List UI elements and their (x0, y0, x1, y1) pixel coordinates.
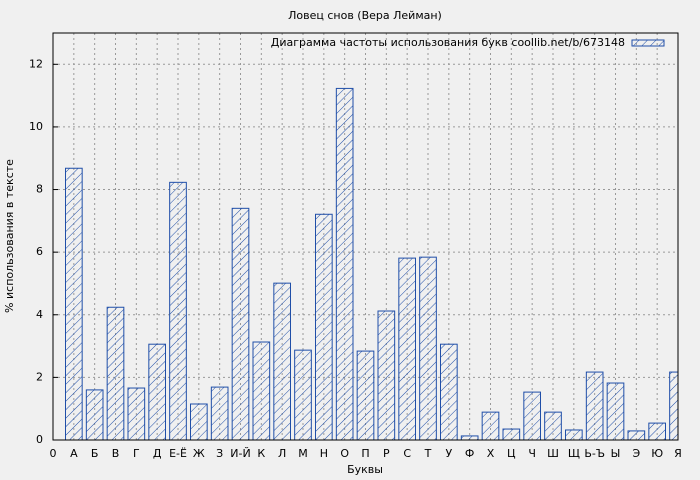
bar (377, 310, 396, 440)
chart-title: Ловец снов (Вера Лейман) (288, 9, 442, 22)
legend-label: Диаграмма частоты использования букв coo… (271, 36, 625, 49)
x-tick-label: И-Й (230, 447, 250, 460)
x-tick-label: Ы (611, 447, 621, 460)
x-tick-label: Л (278, 447, 286, 460)
x-axis-label: Буквы (347, 463, 383, 476)
y-tick-label: 6 (36, 245, 43, 258)
x-tick-label: В (112, 447, 120, 460)
x-tick-label: Ф (465, 447, 474, 460)
y-tick-label: 8 (36, 183, 43, 196)
bar (502, 428, 521, 440)
bar (481, 411, 500, 440)
x-tick-label: М (298, 447, 308, 460)
bars (65, 87, 678, 440)
bar (356, 350, 375, 440)
x-tick-label: Ж (193, 447, 205, 460)
x-tick-label: Э (632, 447, 640, 460)
bar (85, 389, 104, 440)
bar (606, 382, 625, 440)
bar (460, 435, 479, 440)
bar (65, 167, 83, 440)
bar (190, 403, 208, 440)
bar (106, 306, 125, 440)
x-tick-label: Ю (651, 447, 663, 460)
bar (419, 256, 437, 440)
bar (273, 282, 292, 440)
x-tick-label: Р (383, 447, 390, 460)
bar (148, 343, 166, 440)
bar (440, 343, 458, 440)
x-tick-label: Т (424, 447, 432, 460)
bar (669, 371, 678, 440)
bar (315, 213, 333, 440)
x-tick-label: Б (91, 447, 99, 460)
legend-swatch (631, 39, 665, 47)
bar (294, 349, 312, 440)
x-tick-label: Ч (528, 447, 536, 460)
x-tick-label: Х (487, 447, 495, 460)
y-tick-label: 0 (36, 433, 43, 446)
x-tick-label: Е-Ё (169, 447, 187, 460)
bar (585, 371, 604, 440)
x-tick-label: Н (320, 447, 328, 460)
bar (544, 411, 562, 440)
bar (335, 87, 354, 440)
x-tick-label: З (216, 447, 223, 460)
bar (565, 429, 583, 440)
x-tick-label: Ц (507, 447, 516, 460)
bar (127, 387, 146, 440)
x-tick-label: У (445, 447, 452, 460)
x-tick-label: О (340, 447, 349, 460)
plot-frame (52, 32, 679, 441)
x-tick-label: 0 (50, 447, 57, 460)
x-tick-label: Д (153, 447, 162, 460)
grid (53, 33, 678, 440)
x-tick-label: К (257, 447, 265, 460)
bar (627, 430, 646, 440)
x-tick-label: А (70, 447, 78, 460)
y-tick-label: 2 (36, 370, 43, 383)
bar (523, 391, 541, 440)
y-axis-label: % использования в тексте (3, 159, 16, 313)
bar (231, 207, 250, 440)
x-tick-label: Я (674, 447, 682, 460)
bar (398, 257, 417, 440)
x-tick-label: П (361, 447, 369, 460)
x-tick-label: Ш (547, 447, 559, 460)
x-tick-label: Г (133, 447, 140, 460)
x-tick-label: С (403, 447, 411, 460)
y-tick-label: 12 (29, 57, 43, 70)
bar (252, 341, 271, 440)
x-tick-label: Ь-Ъ (584, 447, 605, 460)
bar (210, 386, 229, 440)
bar (648, 422, 666, 440)
x-tick-label: Щ (568, 447, 580, 460)
y-tick-label: 10 (29, 120, 43, 133)
y-tick-label: 4 (36, 308, 43, 321)
bar (169, 181, 187, 440)
